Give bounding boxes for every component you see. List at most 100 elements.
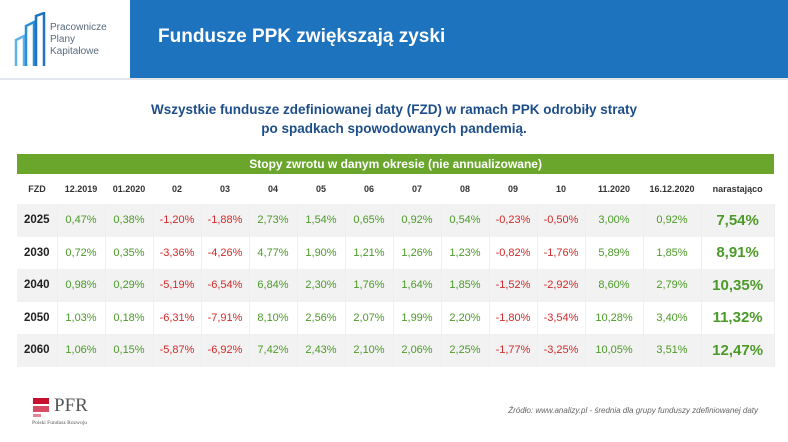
return-cell: -0,82% [489, 236, 538, 269]
column-header: FZD [17, 173, 57, 204]
return-cell: 1,21% [345, 236, 394, 269]
return-cell: -6,31% [153, 301, 202, 334]
return-cell: 1,26% [393, 236, 442, 269]
logo-line-3: Kapitałowe [50, 46, 99, 57]
column-header: 16.12.2020 [643, 173, 701, 204]
table-row: 2050 1,03% 0,18% -6,31% -7,91% 8,10% 2,56% 2,07… [17, 301, 775, 334]
return-cell: 2,25% [441, 334, 490, 367]
cumulative-return-cell: 8,91% [701, 236, 775, 269]
return-cell: 7,42% [249, 334, 298, 367]
fzd-year-cell: 2030 [17, 236, 58, 269]
return-cell: 2,30% [297, 269, 346, 302]
subtitle-line-2: po spadkach spowodowanych pandemią. [261, 121, 527, 136]
return-cell: 1,90% [297, 236, 346, 269]
column-header: 12.2019 [57, 173, 105, 204]
return-cell: -5,87% [153, 334, 202, 367]
cumulative-return-cell: 7,54% [701, 204, 775, 237]
fzd-year-cell: 2050 [17, 301, 58, 334]
return-cell: 1,99% [393, 301, 442, 334]
ppk-buildings-icon [14, 12, 46, 66]
column-header: 03 [201, 173, 249, 204]
return-cell: 1,85% [441, 269, 490, 302]
fzd-year-cell: 2040 [17, 269, 58, 302]
page-title: Fundusze PPK zwiększają zyski [158, 26, 446, 47]
return-cell: 2,06% [393, 334, 442, 367]
return-cell: 0,92% [393, 204, 442, 237]
column-header: 10 [537, 173, 585, 204]
ppk-logo: Pracownicze Plany Kapitałowe [14, 8, 132, 74]
returns-table: Stopy zwrotu w danym okresie (nie annual… [17, 154, 775, 367]
pfr-name: PFR [54, 395, 88, 416]
return-cell: -1,77% [489, 334, 538, 367]
return-cell: -3,54% [537, 301, 586, 334]
table-header-row: FZD 12.2019 01.2020 02 03 04 05 06 07 08 09 10 11.20… [17, 173, 775, 204]
return-cell: 0,72% [57, 236, 106, 269]
column-header: 11.2020 [585, 173, 643, 204]
return-cell: 1,85% [643, 236, 702, 269]
logo-line-2: Plany [50, 34, 76, 45]
column-header: 05 [297, 173, 345, 204]
column-header: 08 [441, 173, 489, 204]
return-cell: -7,91% [201, 301, 250, 334]
return-cell: 2,20% [441, 301, 490, 334]
return-cell: 3,00% [585, 204, 644, 237]
return-cell: -3,25% [537, 334, 586, 367]
header-divider [0, 78, 788, 80]
return-cell: 2,79% [643, 269, 702, 302]
return-cell: 0,18% [105, 301, 154, 334]
return-cell: 0,98% [57, 269, 106, 302]
column-header: 06 [345, 173, 393, 204]
column-header: 09 [489, 173, 537, 204]
return-cell: 3,40% [643, 301, 702, 334]
pfr-logo: PFR Polski Fundusz Rozwoju [32, 394, 122, 434]
return-cell: 8,10% [249, 301, 298, 334]
return-cell: 6,84% [249, 269, 298, 302]
return-cell: 2,07% [345, 301, 394, 334]
table-row: 2060 1,06% 0,15% -5,87% -6,92% 7,42% 2,43% 2,10… [17, 334, 775, 367]
return-cell: 0,54% [441, 204, 490, 237]
source-note: Źródło: www.analizy.pl - średnia dla gru… [508, 406, 758, 415]
return-cell: -1,20% [153, 204, 202, 237]
subtitle: Wszystkie fundusze zdefiniowanej daty (F… [0, 100, 788, 138]
return-cell: 0,15% [105, 334, 154, 367]
return-cell: -1,76% [537, 236, 586, 269]
return-cell: -6,54% [201, 269, 250, 302]
logo-line-1: Pracownicze [50, 22, 107, 33]
return-cell: -1,52% [489, 269, 538, 302]
return-cell: 1,76% [345, 269, 394, 302]
return-cell: -0,50% [537, 204, 586, 237]
return-cell: 5,89% [585, 236, 644, 269]
return-cell: 2,10% [345, 334, 394, 367]
return-cell: -5,19% [153, 269, 202, 302]
return-cell: 2,56% [297, 301, 346, 334]
pfr-subtitle: Polski Fundusz Rozwoju [32, 420, 88, 426]
cumulative-return-cell: 10,35% [701, 269, 775, 302]
return-cell: 0,38% [105, 204, 154, 237]
return-cell: 2,73% [249, 204, 298, 237]
header-bar: Fundusze PPK zwiększają zyski [130, 0, 788, 78]
column-header: 04 [249, 173, 297, 204]
pfr-emblem-icon [33, 398, 49, 417]
ppk-logo-text: Pracownicze Plany Kapitałowe [50, 22, 107, 58]
return-cell: 2,43% [297, 334, 346, 367]
return-cell: -4,26% [201, 236, 250, 269]
fzd-year-cell: 2060 [17, 334, 58, 367]
table-row: 2030 0,72% 0,35% -3,36% -4,26% 4,77% 1,90% 1,21… [17, 236, 775, 269]
return-cell: -3,36% [153, 236, 202, 269]
subtitle-line-1: Wszystkie fundusze zdefiniowanej daty (F… [150, 102, 638, 117]
return-cell: -1,88% [201, 204, 250, 237]
fzd-year-cell: 2025 [17, 204, 58, 237]
return-cell: -6,92% [201, 334, 250, 367]
cumulative-return-cell: 12,47% [701, 334, 775, 367]
table-row: 2040 0,98% 0,29% -5,19% -6,54% 6,84% 2,30% 1,76… [17, 269, 775, 302]
cumulative-return-cell: 11,32% [701, 301, 775, 334]
column-header: narastająco [701, 173, 775, 204]
table-body: 2025 0,47% 0,38% -1,20% -1,88% 2,73% 1,54% 0,65… [17, 204, 775, 367]
return-cell: 10,28% [585, 301, 644, 334]
return-cell: 0,29% [105, 269, 154, 302]
return-cell: 1,64% [393, 269, 442, 302]
return-cell: -0,23% [489, 204, 538, 237]
table-caption: Stopy zwrotu w danym okresie (nie annual… [17, 154, 775, 174]
return-cell: -2,92% [537, 269, 586, 302]
return-cell: 0,35% [105, 236, 154, 269]
